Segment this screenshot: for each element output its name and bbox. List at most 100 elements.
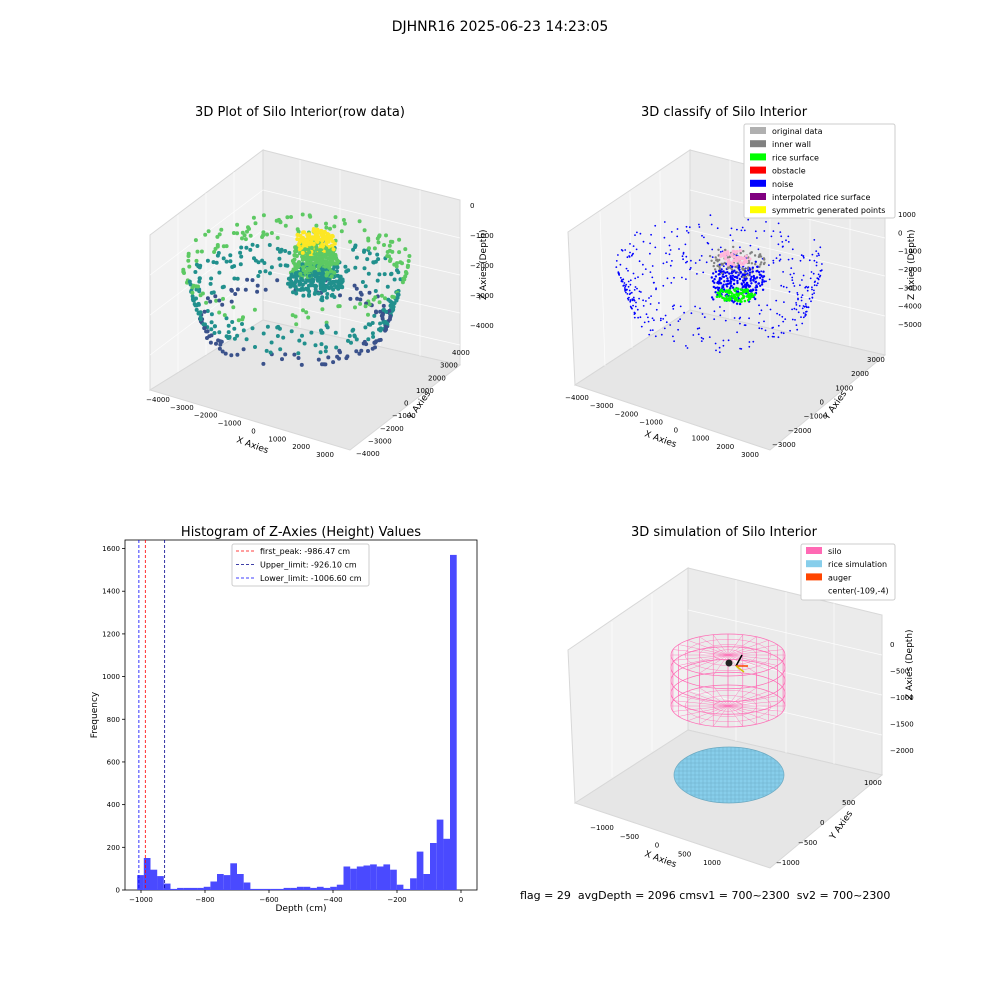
data-point: [375, 236, 380, 241]
data-point: [746, 267, 750, 270]
data-point: [746, 288, 749, 292]
data-point: [719, 251, 722, 253]
histogram-bar: [450, 554, 457, 890]
panel-simulation-3d: 3D simulation of Silo Interior −1000 −500…: [567, 525, 915, 870]
histogram-bar: [137, 875, 144, 890]
data-point: [718, 292, 722, 295]
data-point: [744, 278, 747, 282]
data-point: [800, 254, 803, 257]
data-point: [811, 293, 814, 296]
x-tick-label: −4000: [146, 396, 170, 404]
data-point: [405, 265, 410, 269]
data-point: [742, 250, 745, 253]
data-point: [750, 262, 754, 265]
data-point: [354, 286, 359, 291]
data-point: [278, 347, 283, 352]
data-point: [820, 269, 823, 271]
data-point: [780, 235, 783, 238]
data-point: [329, 274, 334, 279]
axes-panes: [567, 567, 884, 869]
data-point: [385, 250, 390, 254]
data-point: [231, 231, 236, 235]
data-point: [319, 342, 324, 347]
data-point: [761, 281, 764, 284]
data-point: [323, 349, 328, 354]
legend-entries: first_peak: -986.47 cm Upper_limit: -926.…: [236, 547, 362, 583]
data-point: [330, 258, 335, 263]
data-point: [671, 260, 673, 262]
data-point: [673, 304, 675, 307]
data-point: [301, 293, 306, 298]
data-point: [235, 222, 240, 227]
data-point: [734, 297, 738, 301]
data-point: [318, 283, 323, 288]
data-point: [723, 254, 727, 258]
data-point: [636, 287, 638, 290]
data-point: [718, 279, 721, 282]
data-point: [302, 230, 306, 235]
z-tick-label: −2000: [890, 747, 914, 755]
data-point: [778, 314, 781, 316]
data-point: [779, 258, 782, 261]
data-point: [719, 255, 723, 259]
data-point: [748, 257, 752, 261]
y-tick-label: −2000: [380, 425, 404, 433]
data-point: [815, 264, 818, 267]
data-point: [741, 267, 744, 270]
legend-swatch: [806, 547, 822, 554]
data-point: [754, 260, 757, 263]
data-point: [793, 285, 796, 287]
data-point: [317, 248, 322, 253]
legend: first_peak: -986.47 cm Upper_limit: -926.…: [231, 543, 370, 587]
x-axis-label: Depth (cm): [275, 904, 326, 914]
data-point: [243, 287, 248, 292]
data-point: [333, 215, 338, 220]
data-point: [248, 233, 253, 238]
data-point: [362, 248, 367, 253]
data-point: [817, 278, 820, 281]
data-point: [293, 271, 298, 276]
data-point: [297, 260, 301, 265]
data-point: [749, 277, 752, 281]
data-point: [321, 244, 326, 249]
data-point: [300, 212, 305, 217]
data-point: [255, 244, 260, 248]
data-point: [756, 237, 758, 239]
data-point: [749, 252, 752, 255]
data-point: [752, 274, 755, 278]
data-point: [682, 253, 685, 255]
data-point: [390, 239, 395, 244]
data-point: [627, 298, 630, 301]
data-point: [811, 288, 813, 291]
data-point: [792, 282, 795, 285]
data-point: [742, 296, 745, 300]
data-point: [638, 260, 641, 263]
data-point: [782, 320, 785, 323]
data-point: [645, 313, 648, 316]
data-point: [202, 309, 207, 314]
x-tick-label: 1000: [268, 435, 286, 443]
y-tick-label: 1000: [416, 387, 434, 395]
z-tick-label: 0: [898, 229, 902, 237]
data-point: [771, 335, 774, 338]
data-point: [287, 281, 292, 286]
data-point: [358, 301, 363, 306]
data-point: [296, 351, 301, 356]
data-point: [624, 249, 627, 251]
data-point: [316, 268, 321, 272]
data-point: [732, 282, 736, 286]
x-tick-label: −1000: [590, 824, 614, 832]
data-point: [757, 271, 761, 274]
data-point: [689, 267, 692, 269]
data-point: [275, 246, 280, 251]
data-point: [370, 346, 375, 351]
data-point: [214, 341, 218, 346]
y-tick-label: 1000: [835, 384, 853, 392]
data-point: [713, 261, 716, 265]
data-point: [721, 263, 724, 266]
data-point: [227, 335, 232, 340]
data-point: [787, 235, 790, 238]
data-point: [190, 290, 195, 295]
data-point: [187, 264, 192, 269]
